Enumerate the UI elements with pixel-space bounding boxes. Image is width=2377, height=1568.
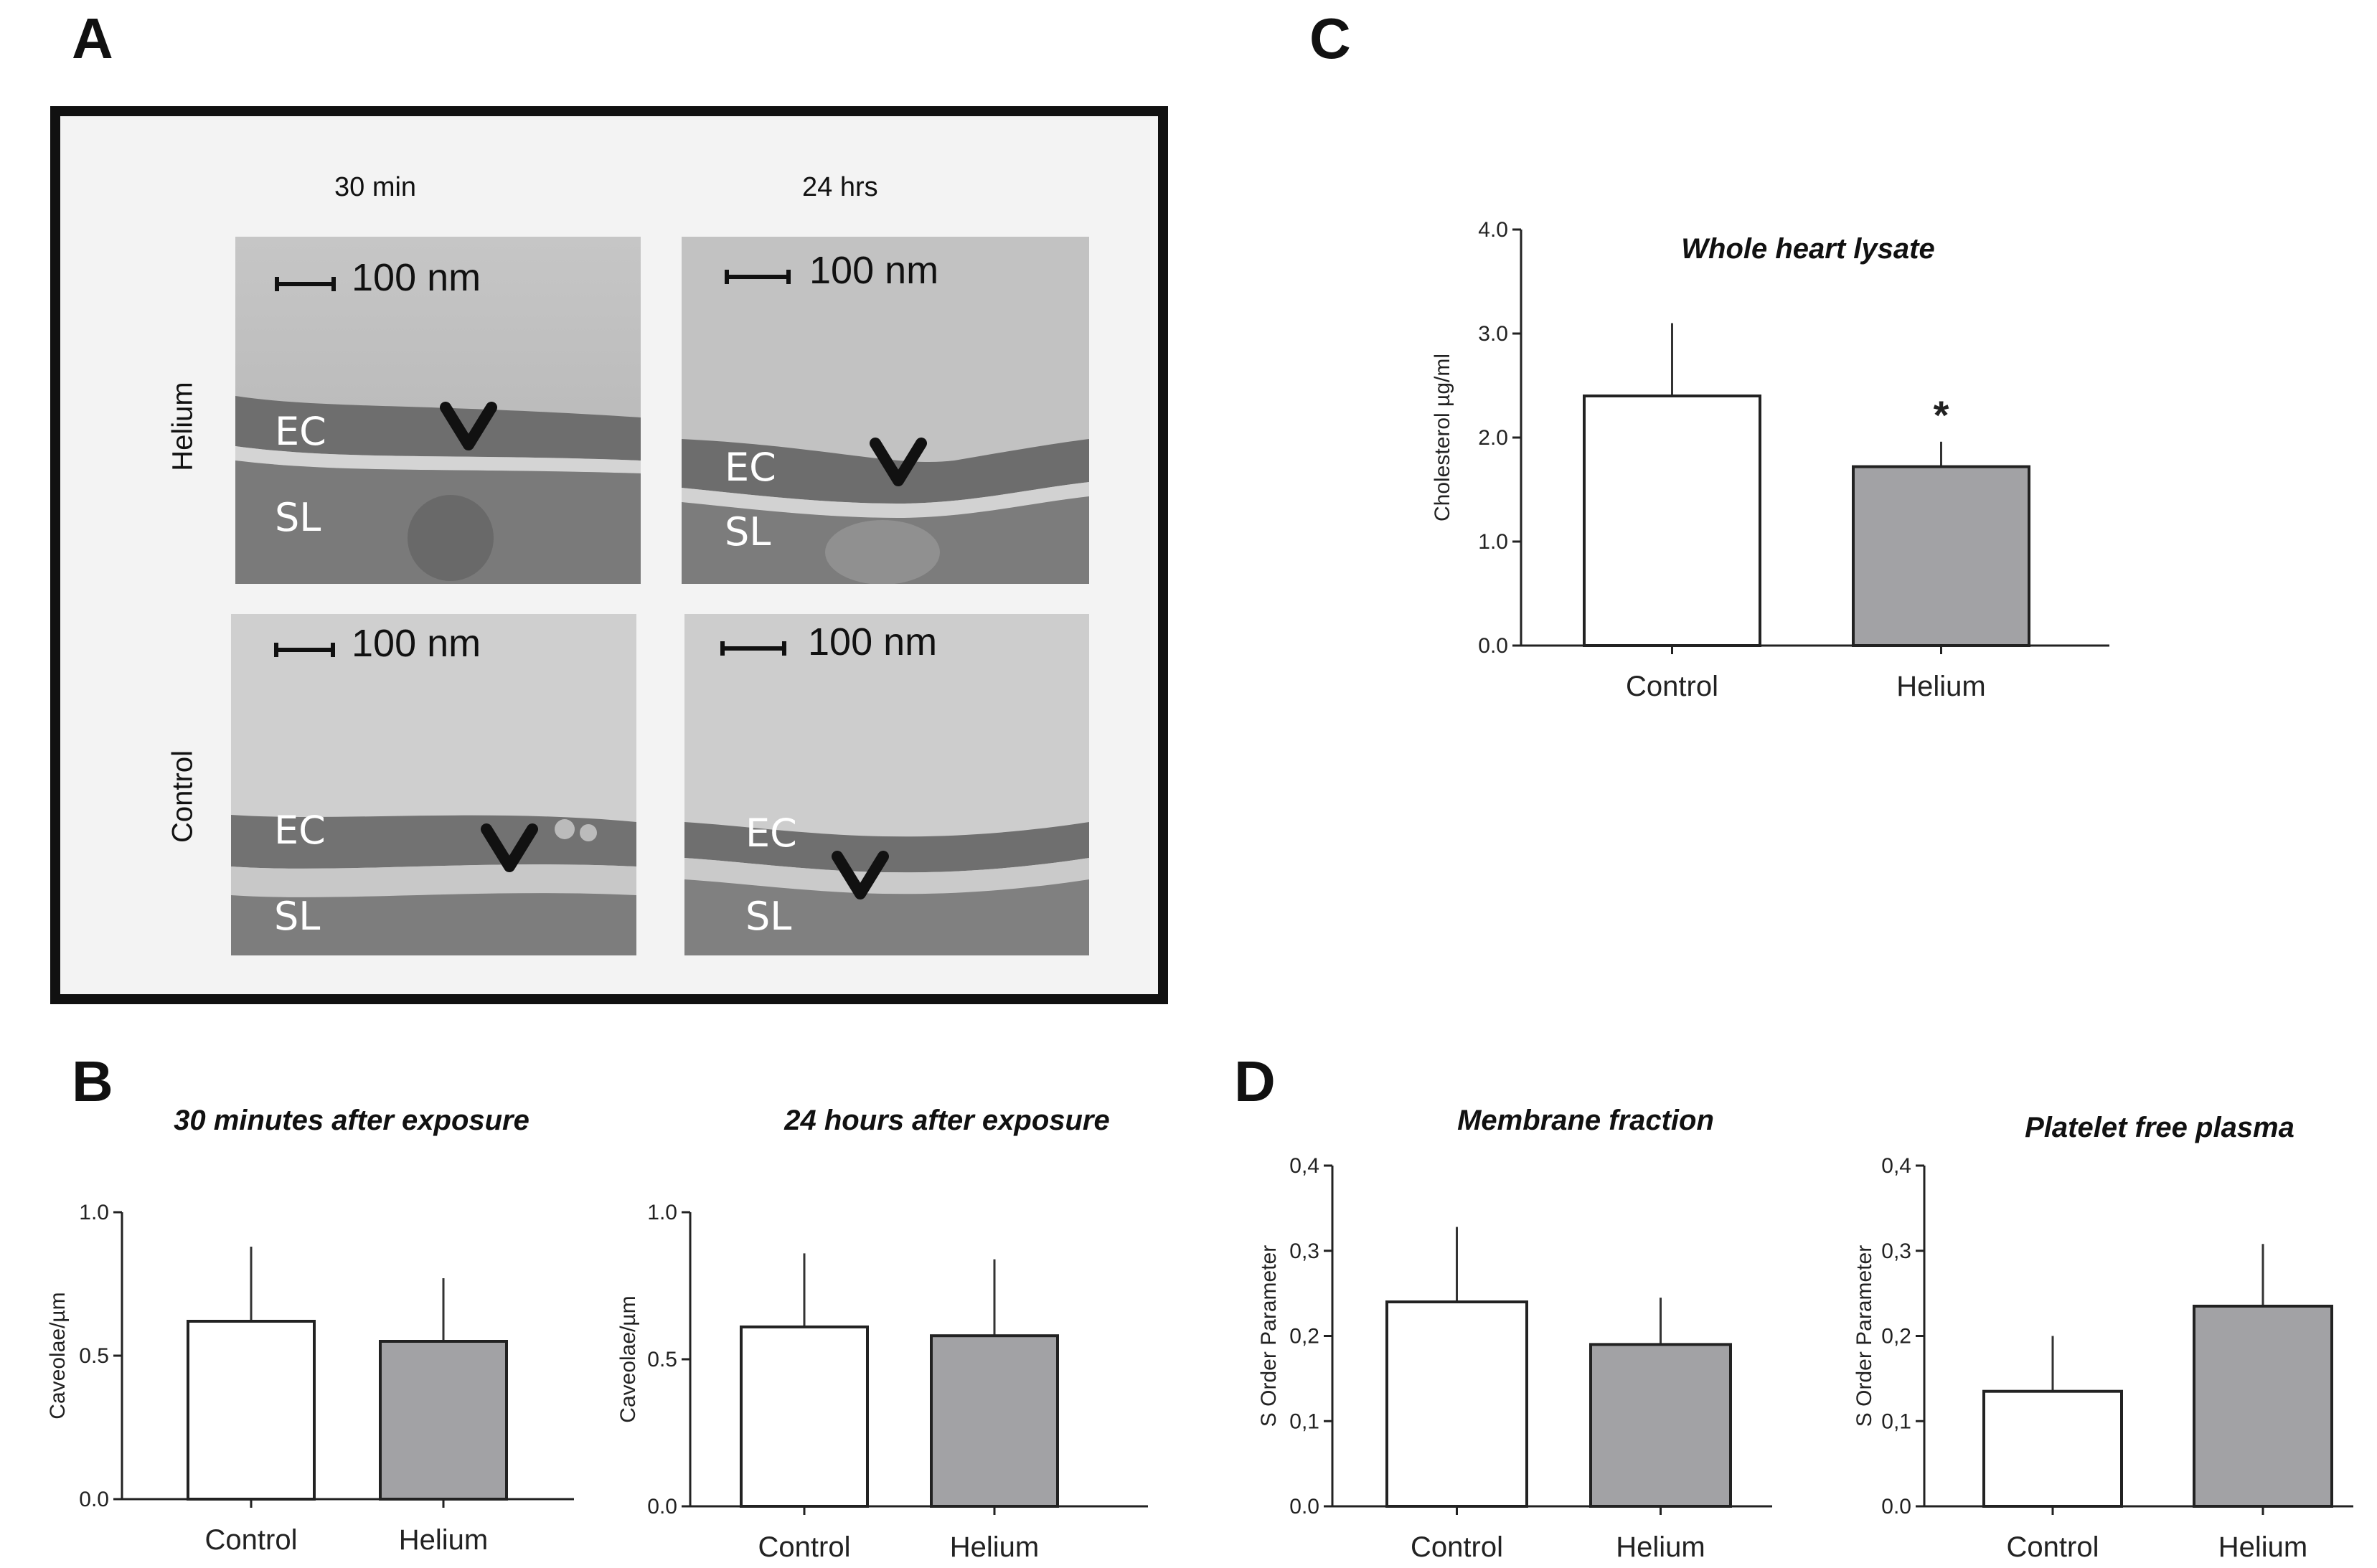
y-tick-label: 0.0 — [1881, 1495, 1911, 1519]
y-tick-label: 0,3 — [1881, 1239, 1911, 1263]
y-tick-label: 0,4 — [1881, 1154, 1911, 1178]
bar-helium — [930, 1334, 1059, 1508]
scale-bar-label: 100 nm — [809, 249, 939, 292]
y-tick-label: 0,1 — [1881, 1409, 1911, 1433]
x-category-label: Helium — [950, 1531, 1039, 1563]
significance-marker: * — [1934, 392, 1949, 438]
y-tick-label: 1.0 — [79, 1201, 109, 1224]
arrowhead-icon — [832, 851, 889, 899]
y-tick-label: 0,4 — [1289, 1154, 1319, 1178]
x-category-label: Control — [1626, 671, 1718, 702]
y-tick-label: 0.0 — [647, 1495, 677, 1519]
micrograph-control-30min: 100 nm EC SL — [231, 614, 636, 955]
y-tick-label: 0,3 — [1289, 1239, 1319, 1263]
chart-title: 24 hours after exposure — [783, 1105, 1110, 1136]
scale-bar-icon — [720, 641, 786, 656]
chart-platelet-free-plasma: 0.0 0,1 0,2 0,3 0,4 S Order Parameter Platelet… — [1853, 1112, 2353, 1563]
scale-bar-label: 100 nm — [352, 256, 481, 299]
scale-bar-icon — [275, 277, 336, 291]
chart-membrane-fraction: 0.0 0,1 0,2 0,3 0,4 S Order Parameter Membrane… — [1257, 1105, 1772, 1563]
y-tick-label: 1.0 — [1478, 530, 1508, 554]
y-tick-label: 0.5 — [647, 1348, 677, 1371]
y-tick-label: 4.0 — [1478, 218, 1508, 242]
label-ec: EC — [745, 811, 797, 856]
scale-bar-label: 100 nm — [352, 622, 481, 665]
x-category-label: Helium — [1896, 671, 1985, 702]
x-category-label: Control — [758, 1531, 851, 1563]
label-ec: EC — [274, 808, 326, 853]
micrograph-control-24hrs-image — [684, 614, 1089, 955]
label-ec: EC — [725, 445, 776, 490]
arrowhead-icon — [870, 438, 927, 486]
micrograph-helium-24hrs-image — [682, 237, 1089, 584]
bar-control — [1583, 395, 1761, 647]
x-category-label: Control — [205, 1524, 298, 1556]
bar-control — [187, 1320, 316, 1501]
y-tick-label: 0.0 — [1289, 1495, 1319, 1519]
y-tick-label: 0,2 — [1289, 1325, 1319, 1349]
bar-helium — [2193, 1304, 2333, 1508]
bar-control — [1982, 1389, 2123, 1508]
label-sl: SL — [274, 894, 321, 939]
arrowhead-icon — [440, 402, 497, 450]
micrograph-helium-30min-image — [235, 237, 641, 584]
label-sl: SL — [275, 495, 321, 540]
scale-bar-icon — [725, 270, 791, 284]
bar-helium — [1589, 1343, 1732, 1508]
chart-title: Membrane fraction — [1457, 1105, 1714, 1136]
x-category-label: Helium — [1616, 1531, 1705, 1563]
scale-bar-icon — [274, 643, 335, 657]
label-sl: SL — [745, 894, 792, 939]
bar-control — [740, 1325, 869, 1508]
y-tick-label: 0,1 — [1289, 1409, 1319, 1433]
y-tick-label: 3.0 — [1478, 322, 1508, 346]
y-tick-label: 0.5 — [79, 1344, 109, 1368]
column-label-30min: 30 min — [334, 172, 417, 202]
panel-letter-d: D — [1234, 1049, 1276, 1113]
y-tick-label: 0.0 — [79, 1488, 109, 1511]
y-axis-label: S Order Parameter — [1853, 1245, 1876, 1427]
y-tick-label: 0.0 — [1478, 634, 1508, 658]
x-category-label: Helium — [399, 1524, 488, 1556]
x-category-label: Control — [1411, 1531, 1503, 1563]
y-axis-label: Cholesterol µg/ml — [1431, 354, 1454, 521]
column-label-24hrs: 24 hrs — [802, 172, 878, 202]
micrograph-control-24hrs: 100 nm EC SL — [684, 614, 1089, 955]
bar-helium — [1852, 465, 2030, 647]
y-tick-label: 0,2 — [1881, 1325, 1911, 1349]
scale-bar-label: 100 nm — [808, 620, 938, 663]
micrograph-helium-24hrs: 100 nm EC SL — [682, 237, 1089, 584]
panel-letter-c: C — [1309, 6, 1351, 70]
bar-helium — [379, 1340, 508, 1501]
y-tick-label: 2.0 — [1478, 426, 1508, 450]
y-axis-label: Caveolae/µm — [616, 1295, 640, 1422]
micrograph-helium-30min: 100 nm EC SL — [235, 237, 641, 584]
y-axis-label: S Order Parameter — [1257, 1245, 1281, 1427]
label-ec: EC — [275, 409, 326, 454]
row-label-control: Control — [166, 750, 199, 843]
panel-letter-a: A — [72, 6, 113, 70]
x-category-label: Helium — [2218, 1531, 2307, 1563]
y-tick-label: 1.0 — [647, 1201, 677, 1224]
chart-caveolae-24hrs: 0.0 0.5 1.0 Caveolae/µm 24 hours after expos… — [616, 1105, 1148, 1563]
label-sl: SL — [725, 509, 771, 554]
bar-control — [1385, 1300, 1528, 1508]
chart-title: Whole heart lysate — [1681, 233, 1934, 265]
row-label-helium: Helium — [166, 382, 199, 471]
x-category-label: Control — [2007, 1531, 2099, 1563]
chart-title: 30 minutes after exposure — [174, 1105, 529, 1136]
y-axis-label: Caveolae/µm — [46, 1292, 70, 1419]
chart-title: Platelet free plasma — [2025, 1112, 2294, 1143]
chart-whole-heart-lysate: 0.0 1.0 2.0 3.0 4.0 Cholesterol µg/ml Whole he… — [1431, 218, 2109, 702]
micrograph-control-30min-image — [231, 614, 636, 955]
arrowhead-icon — [481, 823, 538, 872]
panel-letter-b: B — [72, 1049, 113, 1113]
chart-caveolae-30min: 0.0 0.5 1.0 Caveolae/µm 30 minutes after exp… — [46, 1105, 574, 1556]
